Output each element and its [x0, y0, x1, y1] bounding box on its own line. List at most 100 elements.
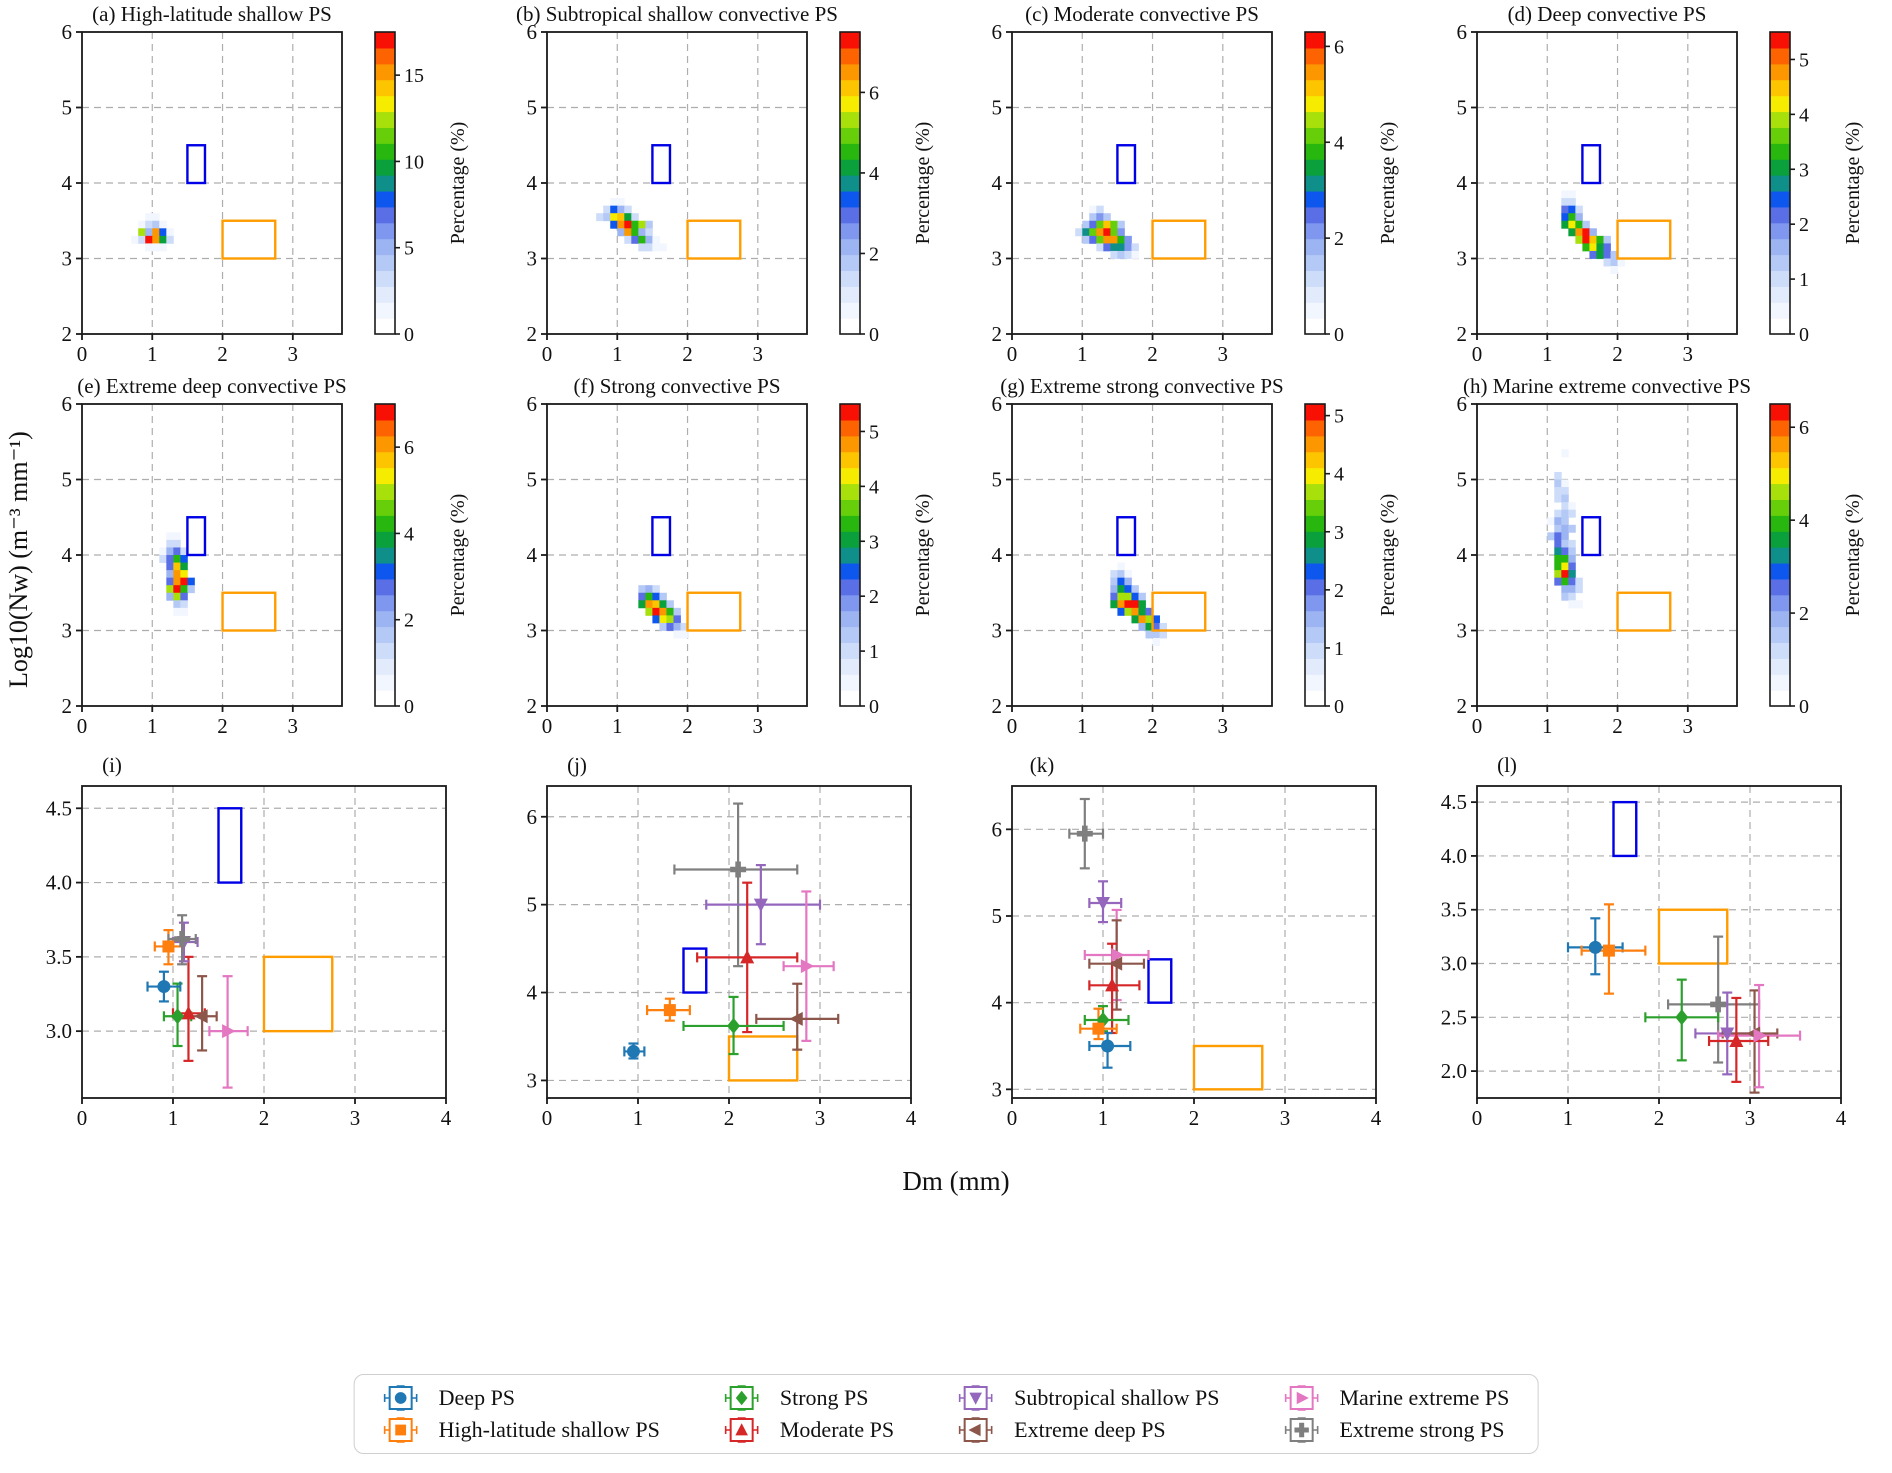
rect	[1117, 592, 1125, 601]
x-tick-label: 4	[1836, 1106, 1847, 1130]
x-tick-label: 2	[724, 1106, 735, 1130]
marker-diamond	[727, 1017, 741, 1034]
rect	[1305, 32, 1325, 49]
colorbar-tick-label: 0	[1334, 324, 1344, 346]
rect	[375, 111, 395, 128]
rect	[1770, 404, 1790, 421]
rect	[374, 31, 396, 335]
orange-reference-box	[221, 591, 277, 632]
rect	[375, 404, 395, 421]
rect	[1110, 585, 1118, 594]
x-tick-label: 1	[633, 1106, 644, 1130]
rect	[1117, 250, 1125, 259]
rect	[1582, 220, 1590, 229]
orange-reference-box	[1616, 591, 1672, 632]
y-tick-label: 6	[992, 817, 1003, 841]
y-tick-label: 4	[992, 991, 1003, 1015]
y-tick-label: 4	[62, 543, 73, 567]
orange-reference-box	[686, 219, 742, 260]
colorbar: 0 5 10 15 Percentage (%)	[374, 31, 469, 346]
blue-reference-box	[682, 947, 708, 994]
rect	[375, 127, 395, 144]
rect	[1110, 577, 1118, 586]
colorbar-tick-label: 0	[1799, 324, 1809, 346]
colorbar-tick-label: 15	[404, 65, 424, 87]
rect	[187, 577, 195, 586]
rect	[1554, 471, 1562, 480]
rect	[1305, 47, 1325, 65]
rect	[1305, 435, 1325, 453]
rect	[840, 578, 860, 596]
data-points	[146, 914, 249, 1089]
rect	[840, 254, 860, 272]
rect	[138, 235, 146, 244]
rect	[1305, 111, 1325, 128]
rect	[159, 228, 167, 237]
rect	[1769, 31, 1791, 335]
rect	[840, 642, 860, 659]
rect	[1568, 577, 1576, 586]
rect	[375, 674, 395, 691]
rect	[375, 159, 395, 176]
rect	[1554, 547, 1562, 556]
rect	[159, 235, 167, 244]
rect	[375, 302, 395, 319]
colorbar-tick-label: 3	[869, 531, 879, 553]
rect	[840, 270, 860, 287]
x-tick-label: 0	[1472, 1106, 1483, 1130]
marker-circle	[1588, 940, 1602, 954]
rect	[659, 243, 667, 252]
y-tick-label: 3	[1457, 619, 1468, 643]
rect	[1770, 127, 1790, 144]
rect	[374, 403, 396, 707]
marker-diamond	[1675, 1009, 1689, 1026]
rect	[1568, 562, 1576, 571]
rect	[1610, 266, 1618, 274]
blue-reference-box	[1612, 800, 1638, 858]
rect	[1770, 238, 1790, 256]
rect	[1131, 585, 1139, 594]
rect	[1110, 243, 1118, 252]
rect	[840, 47, 860, 65]
rect	[1582, 235, 1590, 244]
rect	[173, 585, 181, 594]
rect	[1096, 228, 1104, 237]
y-tick-label: 5	[992, 468, 1003, 492]
rect	[1305, 206, 1325, 224]
x-tick-label: 2	[217, 342, 228, 366]
legend-label: Marine extreme PS	[1339, 1385, 1510, 1410]
panel-title: (b) Subtropical shallow convective PS	[516, 2, 838, 26]
rect	[1561, 502, 1569, 511]
rect	[1089, 205, 1097, 214]
rect	[840, 190, 860, 208]
orange-reference-box	[1151, 591, 1207, 632]
rect	[173, 532, 181, 541]
rect	[840, 127, 860, 144]
rect	[1131, 600, 1139, 609]
rect	[1770, 547, 1790, 564]
rect	[1568, 228, 1576, 237]
rect	[1561, 585, 1569, 594]
panel-d-heatmap: 0 1 2 3 2 3 4 5 6 (d) Deep convective PS 0 1 2 3 4 5 Per…	[1457, 2, 1865, 366]
rect	[659, 592, 667, 601]
rect	[1575, 235, 1583, 244]
x-tick-label: 4	[441, 1106, 452, 1130]
rect	[1561, 555, 1569, 563]
rect	[1110, 235, 1118, 244]
rect	[1770, 562, 1790, 580]
rect	[1561, 532, 1569, 541]
rect	[1305, 286, 1325, 303]
rect	[180, 592, 188, 601]
rect	[1305, 531, 1325, 548]
marker-triangle-right	[222, 1024, 236, 1039]
marker-triangle-down	[753, 898, 768, 913]
rect	[680, 630, 688, 639]
y-tick-label: 4	[1457, 171, 1468, 195]
rect	[1117, 228, 1125, 237]
rect	[1770, 594, 1790, 612]
rect	[1131, 615, 1139, 624]
marker-plus	[730, 861, 747, 878]
